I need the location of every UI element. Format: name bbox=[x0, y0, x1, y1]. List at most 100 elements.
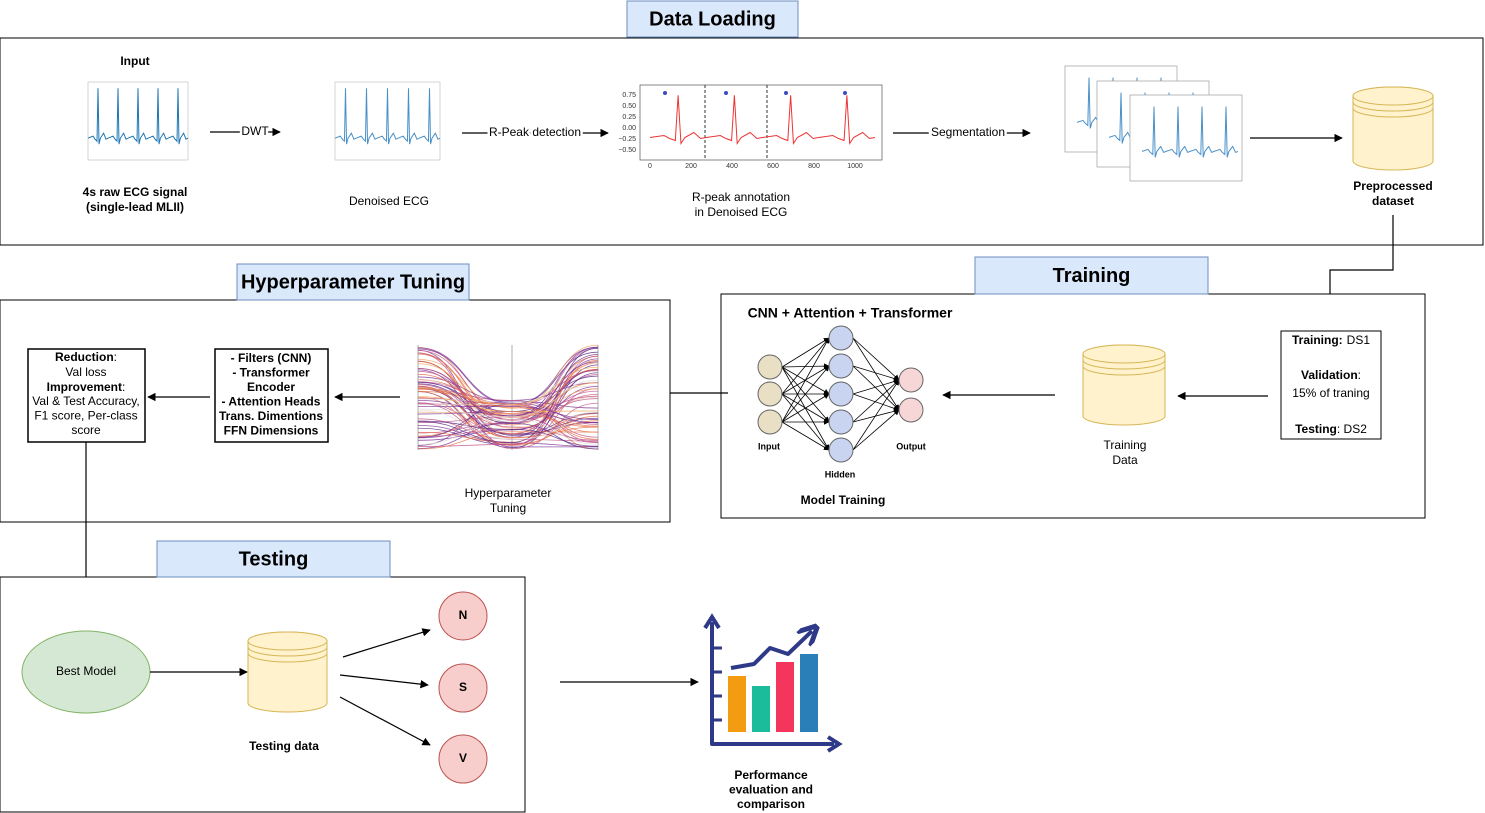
class-node bbox=[438, 591, 488, 641]
label: Testing: DS2 bbox=[1295, 422, 1367, 436]
label: Val & Test Accuracy, bbox=[32, 394, 139, 408]
label: Testing data bbox=[249, 739, 319, 753]
label-part: : bbox=[1358, 368, 1361, 382]
nn-edge bbox=[781, 366, 830, 451]
criteria-box bbox=[27, 348, 146, 443]
pc-line bbox=[417, 344, 599, 409]
label-part: Reduction bbox=[55, 350, 114, 364]
nn-edge bbox=[781, 421, 830, 451]
label: S bbox=[459, 680, 467, 694]
pc-line bbox=[417, 385, 599, 403]
database-ring bbox=[1082, 365, 1166, 376]
y-tick-label: 0.00 bbox=[622, 125, 636, 132]
database-ring bbox=[247, 646, 328, 657]
arrow bbox=[339, 696, 431, 746]
icon-bar bbox=[728, 676, 746, 732]
peak-marker bbox=[843, 91, 847, 95]
label-part: Validation bbox=[1301, 368, 1358, 382]
pc-line bbox=[417, 391, 599, 445]
label: Trans. Dimentions bbox=[219, 409, 323, 423]
icon-bar bbox=[800, 654, 818, 732]
pc-line bbox=[417, 396, 599, 412]
label-part: DS1 bbox=[1347, 333, 1371, 347]
pc-line bbox=[417, 364, 599, 449]
label: - Transformer bbox=[232, 366, 310, 380]
database-ring bbox=[1082, 359, 1166, 370]
class-node bbox=[438, 663, 488, 713]
pc-line bbox=[417, 355, 599, 446]
nn-edge bbox=[852, 393, 900, 411]
nn-edge bbox=[852, 365, 900, 411]
pc-line bbox=[417, 352, 599, 450]
y-tick-label: −0.50 bbox=[618, 147, 636, 154]
label: dataset bbox=[1372, 194, 1414, 208]
label: score bbox=[71, 423, 101, 437]
section-tab bbox=[156, 540, 391, 578]
label-part: : bbox=[122, 380, 125, 394]
pc-line bbox=[417, 385, 599, 438]
nn-edge bbox=[781, 337, 830, 423]
pc-line bbox=[417, 431, 599, 450]
pc-line bbox=[417, 383, 599, 450]
section-title: Data Loading bbox=[649, 8, 776, 30]
label: Hyperparameter bbox=[465, 486, 552, 500]
x-tick-label: 800 bbox=[808, 163, 820, 170]
pc-line bbox=[417, 406, 599, 420]
label: Improvement: bbox=[47, 380, 126, 394]
edge-label: DWT bbox=[241, 124, 269, 138]
split-box bbox=[1280, 330, 1382, 440]
label: N bbox=[459, 608, 468, 622]
label: 15% of traning bbox=[1292, 386, 1369, 400]
input-node bbox=[757, 381, 783, 407]
section-title: Hyperparameter Tuning bbox=[241, 271, 465, 293]
pc-line bbox=[417, 360, 599, 435]
segment-card bbox=[1129, 94, 1243, 182]
layer-label: Input bbox=[758, 441, 780, 451]
model-title: CNN + Attention + Transformer bbox=[748, 305, 953, 321]
label: Model Training bbox=[801, 493, 886, 507]
database-top bbox=[1082, 344, 1166, 364]
pc-line bbox=[417, 350, 599, 415]
database-top bbox=[247, 631, 328, 651]
icon-bar bbox=[752, 686, 770, 732]
label: in Denoised ECG bbox=[695, 205, 788, 219]
section-title: Testing bbox=[239, 548, 309, 570]
label: Training: DS1 bbox=[1292, 333, 1370, 347]
pc-line bbox=[417, 386, 599, 441]
nn-edge bbox=[852, 408, 900, 423]
nn-edge bbox=[852, 379, 900, 451]
nn-edge bbox=[852, 379, 900, 423]
pc-line bbox=[417, 388, 599, 425]
pc-line bbox=[417, 384, 599, 441]
database-top bbox=[1352, 86, 1434, 106]
label-part: : bbox=[114, 350, 117, 364]
icon-arrow bbox=[703, 613, 843, 753]
label: 4s raw ECG signal bbox=[83, 185, 188, 199]
arrow bbox=[342, 628, 431, 658]
pc-line bbox=[417, 366, 599, 405]
layer-label: Hidden bbox=[825, 469, 856, 479]
label: F1 score, Per-class bbox=[34, 409, 137, 423]
icon-axes bbox=[710, 622, 834, 746]
pc-line bbox=[417, 368, 599, 418]
nn-edge bbox=[781, 337, 830, 395]
label-part: : DS2 bbox=[1337, 422, 1367, 436]
search-space-box bbox=[214, 348, 329, 443]
label: Validation: bbox=[1301, 368, 1361, 382]
plot-frame bbox=[639, 84, 883, 161]
section-tab bbox=[236, 263, 470, 301]
input-node bbox=[757, 354, 783, 380]
ecg-trace bbox=[1141, 106, 1239, 158]
peak-marker bbox=[784, 91, 788, 95]
pc-line bbox=[417, 347, 599, 424]
section-title: Training bbox=[1053, 265, 1131, 287]
pc-line bbox=[417, 379, 599, 418]
label: FFN Dimensions bbox=[224, 424, 319, 438]
y-tick-label: 0.50 bbox=[622, 103, 636, 110]
section-tab bbox=[974, 256, 1209, 295]
label: Preprocessed bbox=[1353, 179, 1432, 193]
label: Denoised ECG bbox=[349, 194, 429, 208]
peak-marker bbox=[663, 91, 667, 95]
input-node bbox=[757, 409, 783, 435]
hidden-node bbox=[828, 353, 854, 379]
